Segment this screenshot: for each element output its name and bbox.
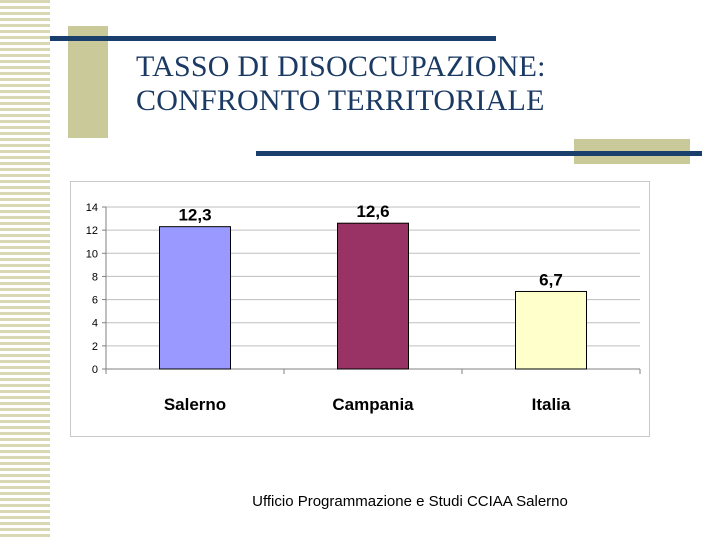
- bar-layer: [159, 222, 587, 370]
- y-tick-label: 0: [92, 364, 98, 376]
- decorative-navy-line-top: [50, 36, 496, 41]
- category-label-salerno: Salerno: [164, 395, 226, 414]
- y-tick-label: 4: [92, 318, 98, 330]
- decorative-navy-line-mid: [256, 151, 702, 156]
- value-label-italia: 6,7: [539, 270, 563, 289]
- bar-chart-container: 0 2 4 6 8 10 12 14 12,3 Salerno 12,6 Campania 6,7 It…: [70, 181, 650, 437]
- y-tick-label: 14: [86, 202, 98, 214]
- slide-title-line-2: CONFRONTO TERRITORIALE: [136, 84, 545, 117]
- category-label-italia: Italia: [532, 395, 571, 414]
- bar-salerno: [159, 226, 231, 370]
- category-label-campania: Campania: [332, 395, 414, 414]
- bar-chart: 0 2 4 6 8 10 12 14 12,3 Salerno 12,6 Campania 6,7 It…: [70, 181, 650, 437]
- label-layer: 12,3 Salerno 12,6 Campania 6,7 Italia: [164, 202, 571, 414]
- bar-italia: [515, 290, 587, 370]
- bar-campania: [337, 222, 409, 370]
- value-label-salerno: 12,3: [178, 206, 211, 225]
- decorative-khaki-block-top: [68, 26, 108, 138]
- y-tick-label: 6: [92, 295, 98, 307]
- slide-footer: Ufficio Programmazione e Studi CCIAA Sal…: [252, 493, 568, 510]
- slide-title: TASSO DI DISOCCUPAZIONE: CONFRONTO TERRI…: [136, 50, 696, 118]
- y-tick-label: 10: [86, 248, 98, 260]
- y-tick-label: 12: [86, 225, 98, 237]
- decorative-stripe-bar: [0, 0, 50, 540]
- y-tick-label: 2: [92, 341, 98, 353]
- value-label-campania: 12,6: [356, 202, 389, 221]
- slide-title-line-1: TASSO DI DISOCCUPAZIONE:: [136, 50, 546, 83]
- y-tick-label: 8: [92, 271, 98, 283]
